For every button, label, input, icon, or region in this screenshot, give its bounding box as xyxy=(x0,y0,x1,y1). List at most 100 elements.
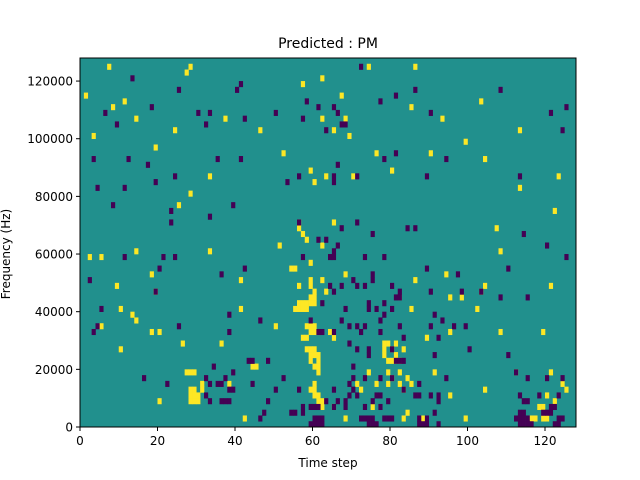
heatmap-cell-high xyxy=(444,271,449,278)
heatmap-cell-high xyxy=(308,300,313,307)
heatmap-cell-low xyxy=(250,357,255,364)
heatmap-cell-low xyxy=(436,398,441,405)
heatmap-cell-high xyxy=(308,346,313,353)
heatmap-cell-low xyxy=(169,219,174,226)
heatmap-cell-low xyxy=(347,380,352,387)
heatmap-cell-low xyxy=(370,277,375,284)
heatmap-cell-low xyxy=(227,328,232,336)
heatmap-cell-low xyxy=(328,254,333,261)
heatmap-cell-low xyxy=(238,156,244,163)
heatmap-cell-low xyxy=(153,288,158,295)
heatmap-cell-high xyxy=(545,415,550,422)
heatmap-cell-low xyxy=(362,254,368,261)
heatmap-cell-high xyxy=(188,386,193,393)
heatmap-cell-low xyxy=(390,415,395,422)
axes: 0 20 40 60 80 100 120 0 20000 40000 60000 80000 1000… xyxy=(27,57,577,448)
heatmap-cell-low xyxy=(320,421,325,428)
heatmap-cells xyxy=(80,58,576,428)
heatmap-cell-low xyxy=(312,415,317,422)
x-tick-label: 40 xyxy=(227,434,242,448)
heatmap-cell-high xyxy=(149,328,154,336)
heatmap-cell-low xyxy=(335,398,340,405)
heatmap-cell-low xyxy=(401,334,406,341)
heatmap-cell-low xyxy=(405,225,410,232)
heatmap-cell-high xyxy=(413,63,418,70)
heatmap-cell-low xyxy=(521,421,526,428)
heatmap-cell-low xyxy=(207,213,213,220)
heatmap-cell-low xyxy=(95,184,100,191)
heatmap-cell-low xyxy=(424,265,430,272)
heatmap-cell-high xyxy=(207,248,213,255)
heatmap-cell-low xyxy=(331,403,337,411)
heatmap-cell-low xyxy=(316,104,321,111)
heatmap-cell-high xyxy=(370,403,375,411)
heatmap-cell-low xyxy=(529,421,534,428)
heatmap-cell-low xyxy=(161,254,166,261)
heatmap-cell-high xyxy=(397,369,402,376)
heatmap-cell-high xyxy=(312,323,317,330)
heatmap-cell-low xyxy=(397,288,402,295)
heatmap-cell-low xyxy=(304,98,309,105)
heatmap-cell-high xyxy=(374,150,379,157)
heatmap-cell-low xyxy=(207,109,213,116)
y-axis-label: Frequency (Hz) xyxy=(0,209,13,300)
heatmap-cell-low xyxy=(390,375,395,382)
heatmap-cell-low xyxy=(351,363,356,370)
heatmap-cell-low xyxy=(366,352,371,359)
heatmap-cell-low xyxy=(444,156,449,163)
heatmap-cell-low xyxy=(316,415,321,422)
heatmap-cell-low xyxy=(289,409,294,416)
heatmap-cell-low xyxy=(560,127,565,134)
heatmap-cell-low xyxy=(362,415,368,422)
heatmap-cell-high xyxy=(498,328,503,336)
heatmap-cell-low xyxy=(91,156,96,163)
heatmap-cell-low xyxy=(467,346,472,353)
heatmap-cell-high xyxy=(134,317,139,324)
heatmap-cell-high xyxy=(83,92,89,99)
heatmap-cell-low xyxy=(564,104,569,111)
heatmap-cell-low xyxy=(560,375,565,382)
heatmap-cell-high xyxy=(188,190,193,197)
x-tick-label: 80 xyxy=(382,434,397,448)
heatmap-cell-low xyxy=(521,398,526,405)
heatmap-cell-low xyxy=(316,236,321,243)
heatmap-cell-high xyxy=(483,282,488,289)
heatmap-cell-high xyxy=(308,277,313,284)
heatmap-cell-low xyxy=(293,409,298,416)
heatmap-cell-high xyxy=(413,277,418,284)
heatmap-cell-low xyxy=(355,392,360,399)
heatmap-cell-low xyxy=(126,156,131,163)
heatmap-cell-low xyxy=(374,392,379,399)
heatmap-cell-low xyxy=(231,202,236,209)
heatmap-cell-high xyxy=(297,282,302,289)
heatmap-cell-high xyxy=(386,380,391,387)
heatmap-cell-high xyxy=(219,340,224,347)
heatmap-cell-low xyxy=(436,334,441,341)
heatmap-cell-high xyxy=(494,225,499,232)
heatmap-cell-high xyxy=(308,328,313,336)
heatmap-cell-high xyxy=(386,340,391,347)
heatmap-cell-low xyxy=(300,254,306,261)
heatmap-cell-low xyxy=(331,179,337,186)
x-tick-label: 120 xyxy=(534,434,557,448)
heatmap-cell-low xyxy=(331,173,337,180)
heatmap-cell-high xyxy=(297,300,302,307)
heatmap-cell-high xyxy=(316,392,321,399)
x-tick-label: 60 xyxy=(305,434,320,448)
heatmap-cell-low xyxy=(320,300,325,307)
heatmap-cell-high xyxy=(308,357,313,364)
heatmap-cell-low xyxy=(382,300,387,307)
heatmap-cell-low xyxy=(378,317,383,324)
heatmap-cell-low xyxy=(386,415,391,422)
heatmap-cell-low xyxy=(223,398,228,405)
heatmap-cell-low xyxy=(258,415,263,422)
heatmap-cell-high xyxy=(545,392,550,399)
heatmap-cell-low xyxy=(397,323,402,330)
heatmap-cell-high xyxy=(188,369,193,376)
heatmap-cell-low xyxy=(316,421,321,428)
heatmap-cell-high xyxy=(316,357,321,364)
heatmap-cell-high xyxy=(316,352,321,359)
heatmap-cell-low xyxy=(355,346,360,353)
heatmap-cell-high xyxy=(134,248,139,255)
heatmap-cell-low xyxy=(242,265,247,272)
